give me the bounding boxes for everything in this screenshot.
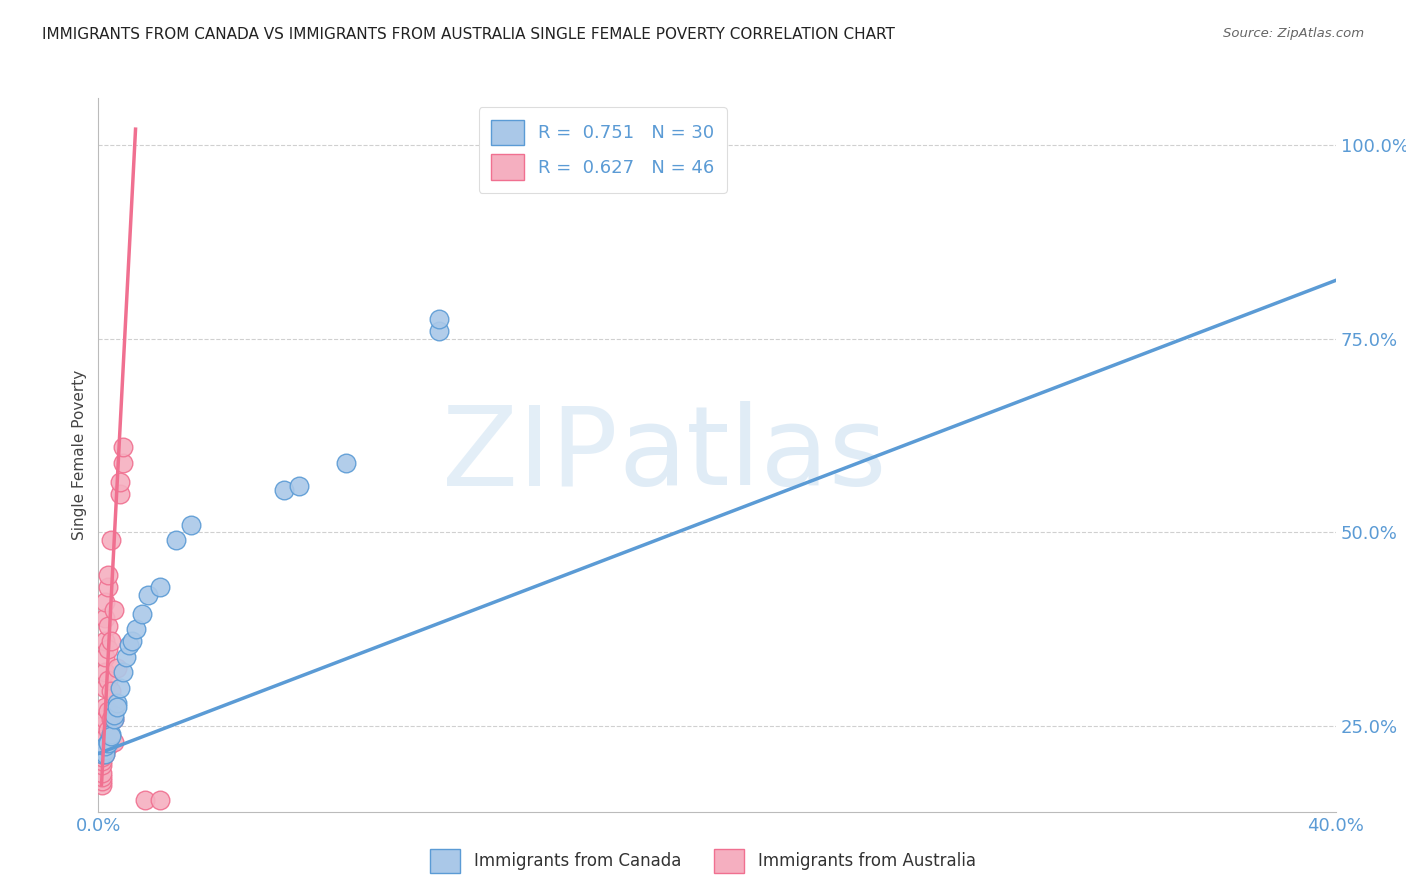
Point	[108, 486, 131, 500]
Point	[427, 312, 450, 326]
Point	[112, 665, 135, 679]
Point	[97, 739, 120, 753]
Text: Source: ZipAtlas.com: Source: ZipAtlas.com	[1223, 27, 1364, 40]
Point	[93, 595, 115, 609]
Legend: R =  0.751   N = 30, R =  0.627   N = 46: R = 0.751 N = 30, R = 0.627 N = 46	[478, 107, 727, 193]
Point	[100, 684, 122, 698]
Point	[93, 735, 115, 749]
Point	[100, 729, 122, 743]
Point	[90, 739, 112, 753]
Point	[103, 712, 125, 726]
Point	[335, 456, 357, 470]
Point	[93, 742, 115, 756]
Point	[149, 793, 172, 807]
Point	[105, 700, 128, 714]
Point	[100, 712, 122, 726]
Point	[97, 673, 120, 687]
Point	[121, 634, 143, 648]
Point	[97, 723, 120, 738]
Point	[105, 696, 128, 710]
Point	[103, 735, 125, 749]
Point	[90, 719, 112, 733]
Point	[90, 778, 112, 792]
Point	[93, 747, 115, 761]
Point	[97, 704, 120, 718]
Point	[124, 623, 146, 637]
Point	[93, 665, 115, 679]
Point	[149, 580, 172, 594]
Point	[273, 483, 295, 497]
Point	[165, 533, 187, 548]
Legend: Immigrants from Canada, Immigrants from Australia: Immigrants from Canada, Immigrants from …	[423, 842, 983, 880]
Point	[90, 750, 112, 764]
Point	[108, 681, 131, 695]
Point	[115, 649, 138, 664]
Y-axis label: Single Female Poverty: Single Female Poverty	[72, 370, 87, 540]
Point	[131, 607, 153, 621]
Point	[100, 634, 122, 648]
Point	[97, 618, 120, 632]
Point	[90, 742, 112, 756]
Point	[90, 754, 112, 768]
Point	[103, 603, 125, 617]
Point	[93, 700, 115, 714]
Text: ZIP: ZIP	[443, 401, 619, 508]
Point	[97, 568, 120, 582]
Point	[100, 533, 122, 548]
Point	[134, 793, 156, 807]
Point	[180, 517, 202, 532]
Point	[112, 456, 135, 470]
Point	[93, 611, 115, 625]
Point	[136, 588, 159, 602]
Point	[90, 770, 112, 784]
Point	[93, 742, 115, 756]
Point	[93, 634, 115, 648]
Point	[90, 742, 112, 756]
Point	[100, 727, 122, 741]
Point	[706, 145, 728, 160]
Point	[97, 580, 120, 594]
Point	[105, 661, 128, 675]
Point	[93, 681, 115, 695]
Point	[97, 735, 120, 749]
Point	[427, 324, 450, 338]
Point	[103, 712, 125, 726]
Point	[93, 712, 115, 726]
Point	[90, 747, 112, 761]
Point	[97, 736, 120, 750]
Text: atlas: atlas	[619, 401, 887, 508]
Text: IMMIGRANTS FROM CANADA VS IMMIGRANTS FROM AUSTRALIA SINGLE FEMALE POVERTY CORREL: IMMIGRANTS FROM CANADA VS IMMIGRANTS FRO…	[42, 27, 896, 42]
Point	[93, 731, 115, 745]
Point	[93, 747, 115, 761]
Point	[90, 758, 112, 772]
Point	[103, 707, 125, 722]
Point	[93, 649, 115, 664]
Point	[108, 475, 131, 489]
Point	[90, 735, 112, 749]
Point	[90, 773, 112, 788]
Point	[93, 739, 115, 753]
Point	[118, 638, 141, 652]
Point	[90, 747, 112, 761]
Point	[112, 440, 135, 454]
Point	[97, 641, 120, 656]
Point	[90, 766, 112, 780]
Point	[288, 479, 311, 493]
